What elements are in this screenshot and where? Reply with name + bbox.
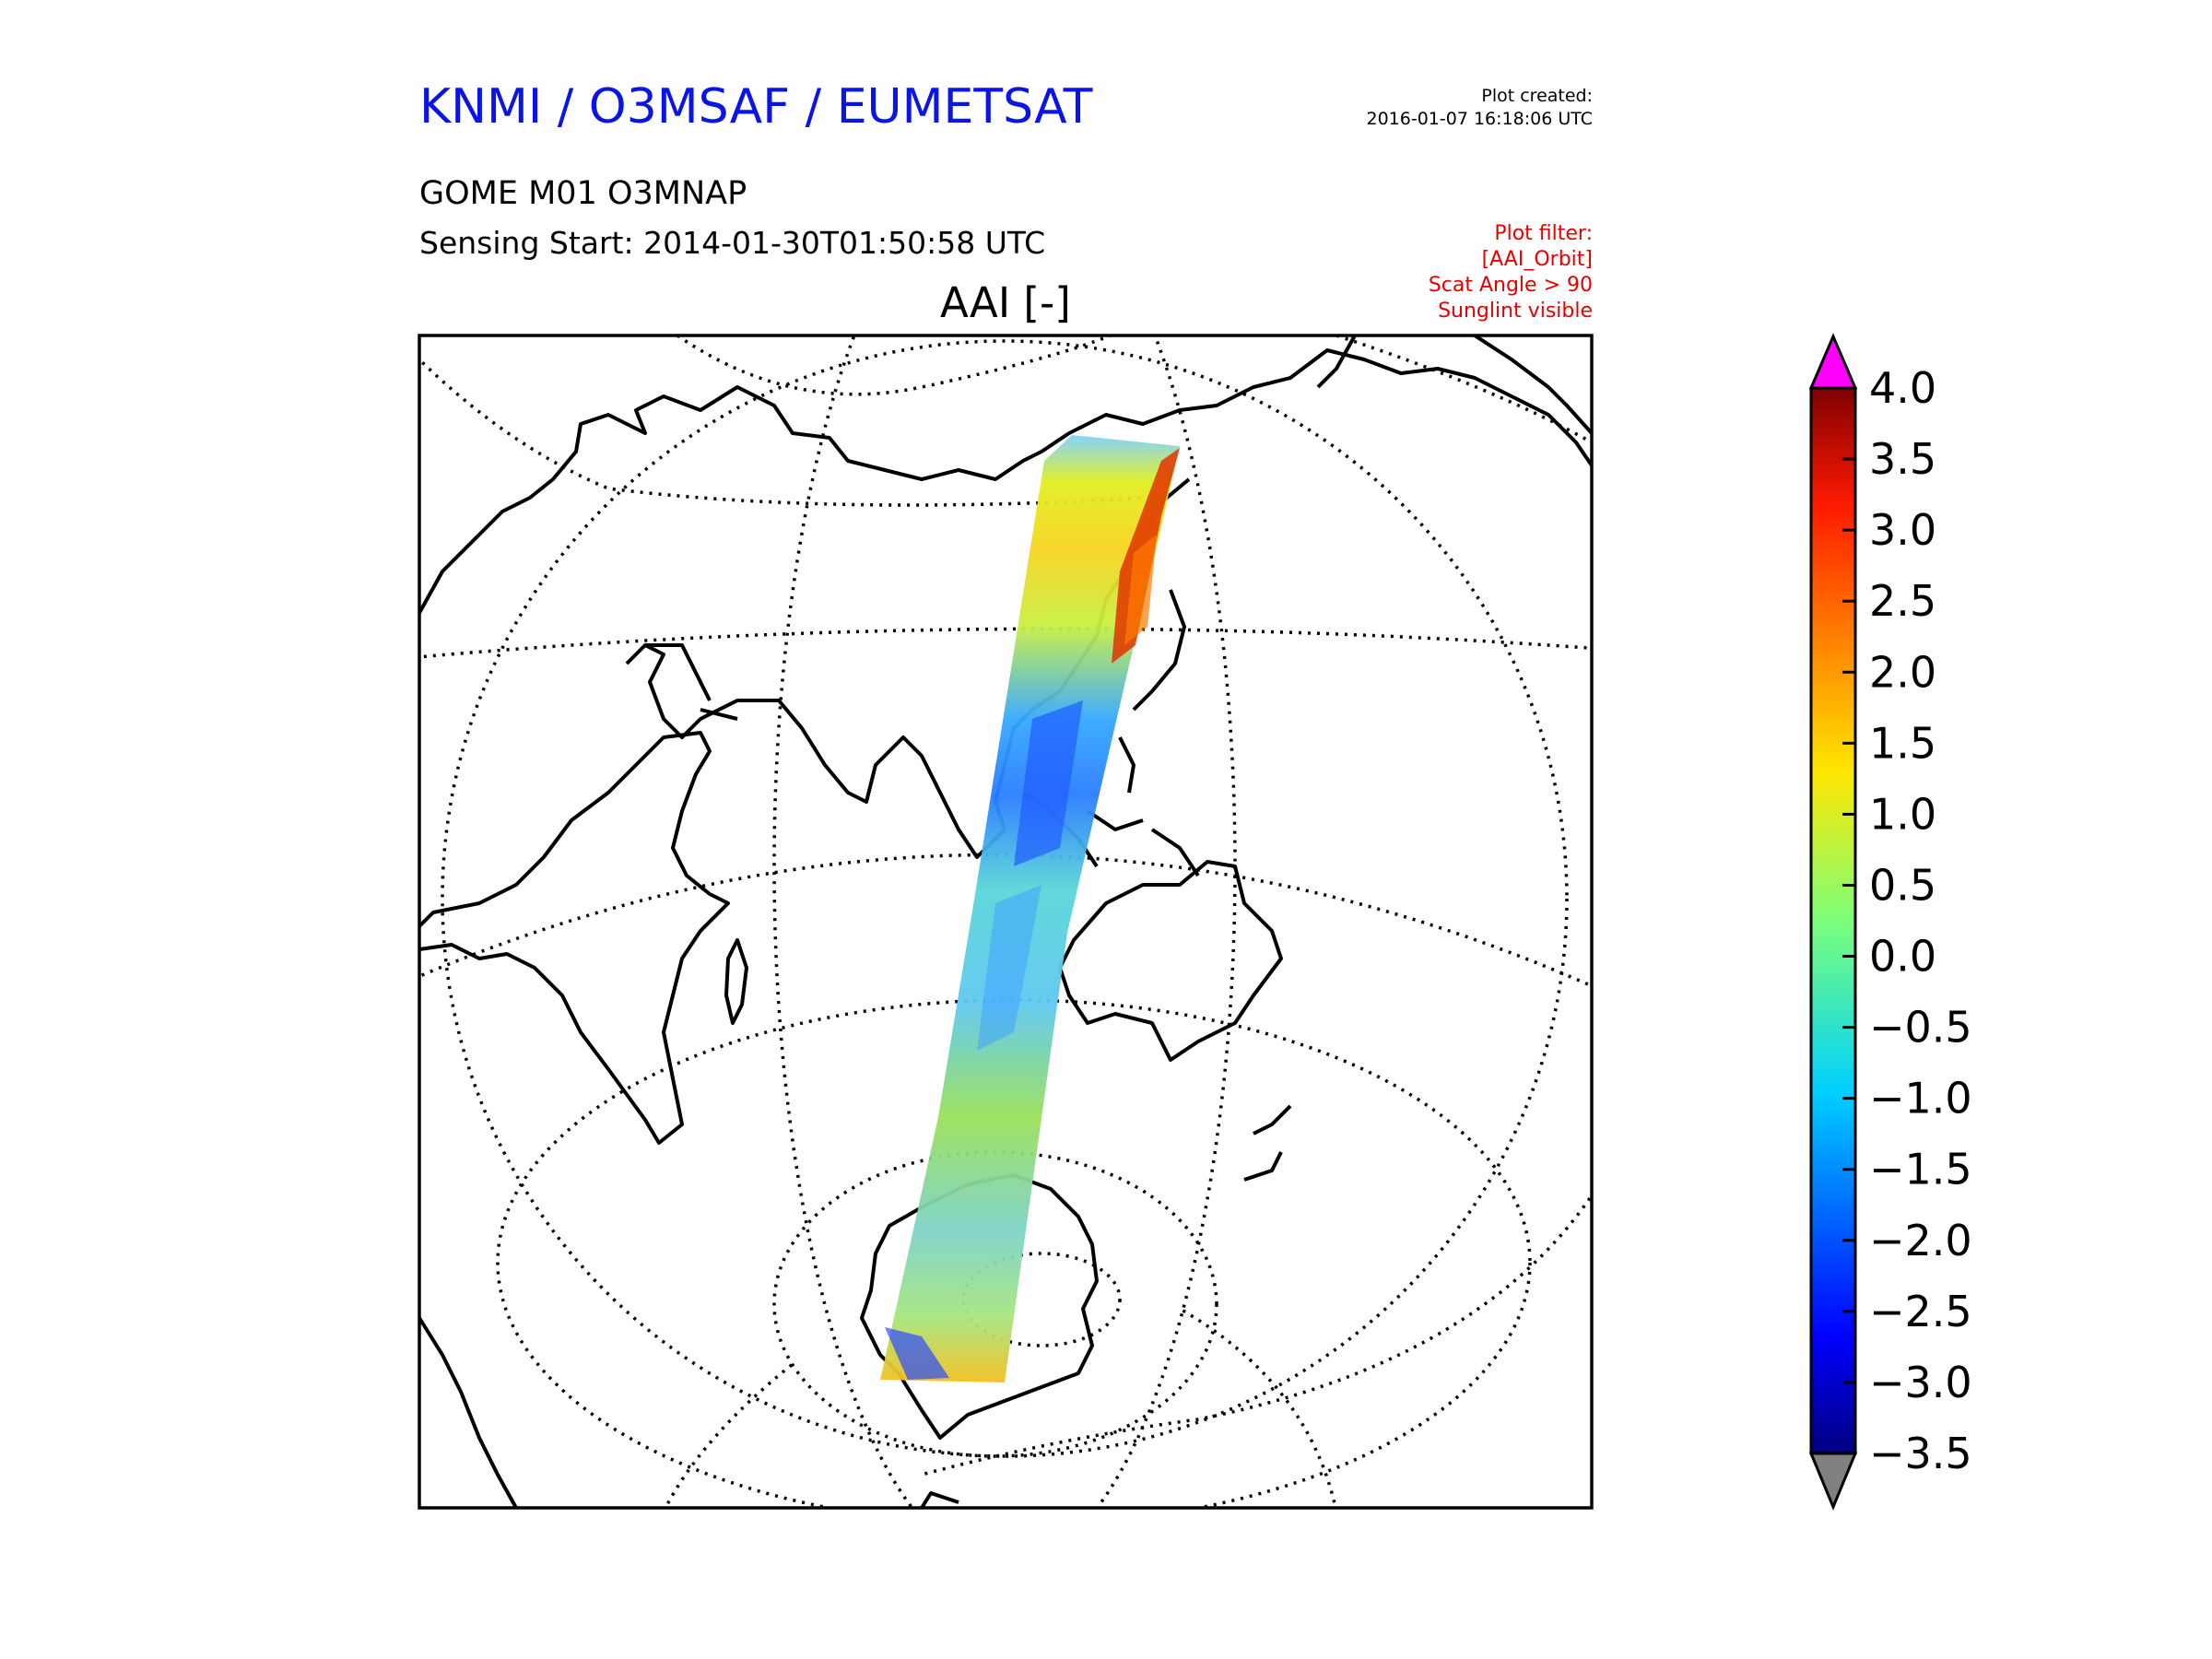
colorbar-tick-label: 3.5 xyxy=(1869,434,1936,484)
plot-filter: Plot filter: [AAI_Orbit] Scat Angle > 90… xyxy=(1429,221,1593,324)
colorbar-tick-label: 0.0 xyxy=(1869,932,1936,982)
plot-created-label: Plot created: xyxy=(1481,86,1593,106)
colorbar-tick-label: 1.0 xyxy=(1869,789,1936,839)
coast-greenland xyxy=(1316,335,1592,435)
colorbar-tick-label: 2.0 xyxy=(1869,647,1936,697)
colorbar-tick-label: 2.5 xyxy=(1869,576,1936,626)
map-frame xyxy=(418,334,1594,1510)
product-name: GOME M01 O3MNAP xyxy=(419,175,747,212)
colorbar-tick-label: −0.5 xyxy=(1869,1003,1972,1053)
colorbar: 4.0 3.5 3.0 2.5 2.0 1.5 1.0 0.5 0.0 −0.5 −1.0 −1.5 −… xyxy=(1808,333,1972,1511)
colorbar-gradient xyxy=(1811,388,1855,1453)
coast-philippines xyxy=(1118,736,1135,794)
plot-created: Plot created: 2016-01-07 16:18:06 UTC xyxy=(1367,85,1594,131)
colorbar-tick-label: 0.5 xyxy=(1869,860,1936,910)
coast-arabia xyxy=(645,643,738,721)
colorbar-tick-label: −1.0 xyxy=(1869,1074,1972,1124)
coast-europe-asia xyxy=(419,348,1592,614)
colorbar-ticks: 4.0 3.5 3.0 2.5 2.0 1.5 1.0 0.5 0.0 −0.5 −1.0 −1.5 −… xyxy=(1842,363,1972,1478)
colorbar-under-arrow xyxy=(1808,1452,1858,1511)
filter-line-2: [AAI_Orbit] xyxy=(1481,248,1593,271)
coast-nz xyxy=(1243,1104,1292,1182)
colorbar-tick-label: −3.0 xyxy=(1869,1358,1972,1407)
agency-title: KNMI / O3MSAF / EUMETSAT xyxy=(419,79,1093,135)
coast-africa xyxy=(419,731,730,1145)
colorbar-tick-label: 4.0 xyxy=(1869,363,1936,413)
plot-title: AAI [-] xyxy=(940,278,1071,327)
colorbar-tick-label: −2.0 xyxy=(1869,1216,1972,1265)
coast-madagascar xyxy=(724,938,748,1025)
map-area xyxy=(419,335,1592,1508)
filter-line-1: Plot filter: xyxy=(1494,222,1593,245)
filter-line-4: Sunglint visible xyxy=(1438,300,1593,323)
coast-japan xyxy=(1132,589,1186,712)
colorbar-tick-label: −3.5 xyxy=(1869,1429,1972,1478)
coast-antarctic-bottom xyxy=(920,1491,959,1508)
colorbar-tick-label: −1.5 xyxy=(1869,1145,1972,1194)
colorbar-tick-label: −2.5 xyxy=(1869,1287,1972,1336)
aai-swath xyxy=(880,435,1180,1382)
coast-america-corner xyxy=(419,1316,518,1508)
plot-created-value: 2016-01-07 16:18:06 UTC xyxy=(1366,109,1594,129)
coast-australia xyxy=(1058,860,1283,1062)
colorbar-over-arrow xyxy=(1808,333,1858,390)
colorbar-tick-label: 3.0 xyxy=(1869,505,1936,555)
colorbar-tick-label: 1.5 xyxy=(1869,718,1936,768)
filter-line-3: Scat Angle > 90 xyxy=(1428,274,1593,297)
sensing-start: Sensing Start: 2014-01-30T01:50:58 UTC xyxy=(419,225,1046,261)
